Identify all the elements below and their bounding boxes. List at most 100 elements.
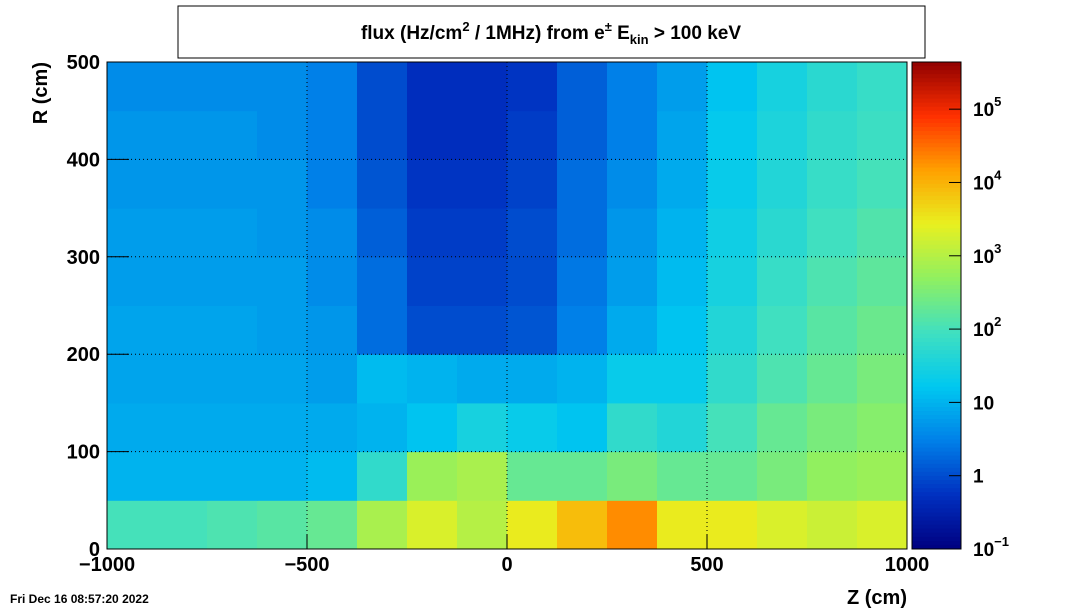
color-bar-step — [912, 78, 961, 83]
color-bar-step — [912, 106, 961, 112]
heatmap-cell — [157, 305, 208, 355]
heatmap-cell — [507, 402, 558, 453]
heatmap-cell — [657, 256, 708, 306]
heatmap-cell — [607, 354, 658, 404]
heatmap-cell — [757, 402, 808, 453]
heatmap-cell — [457, 159, 508, 209]
z-tick-exponent: 3 — [994, 241, 1001, 256]
heatmap-cell — [407, 110, 458, 160]
color-bar-step — [912, 236, 961, 242]
color-bar-step — [912, 500, 961, 505]
heatmap-cell — [457, 256, 508, 306]
heatmap-cell — [307, 208, 358, 258]
heatmap-cell — [457, 354, 508, 404]
color-bar-step — [912, 62, 961, 67]
color-bar-step — [912, 492, 961, 497]
heatmap-cell — [857, 256, 908, 306]
heatmap-cell — [257, 208, 308, 258]
heatmap-cell — [457, 110, 508, 160]
heatmap-cell — [257, 305, 308, 355]
color-bar-step — [912, 423, 961, 428]
heatmap-cell — [807, 500, 858, 550]
heatmap-cell — [507, 110, 558, 160]
color-bar-step — [912, 305, 961, 311]
heatmap-cell — [607, 110, 658, 160]
heatmap-cell — [407, 208, 458, 258]
color-bar-step — [912, 232, 961, 238]
heatmap-cell — [807, 305, 858, 355]
z-tick-exponent: 4 — [994, 167, 1002, 182]
color-bar-step — [912, 171, 961, 177]
heatmap-cell — [407, 159, 458, 209]
heatmap-cell — [557, 354, 608, 404]
heatmap-cell — [157, 62, 208, 112]
heatmap-cell — [207, 208, 258, 258]
heatmap-cell — [857, 110, 908, 160]
heatmap-cell — [507, 305, 558, 355]
z-tick-exponent: 5 — [994, 94, 1001, 109]
heatmap-cell — [707, 110, 758, 160]
heatmap-cell — [357, 451, 408, 501]
heatmap-cell — [507, 256, 558, 306]
heatmap-cell — [307, 402, 358, 453]
heatmap-cell — [257, 110, 308, 160]
color-bar-step — [912, 285, 961, 290]
color-bar-step — [912, 187, 961, 193]
color-bar-step — [912, 431, 961, 436]
color-bar-step — [912, 163, 961, 169]
heatmap-cell — [857, 159, 908, 209]
heatmap-cell — [157, 451, 208, 501]
heatmap-cell — [107, 159, 158, 209]
heatmap-cell — [607, 62, 658, 112]
heatmap-cell — [407, 354, 458, 404]
heatmap-cell — [607, 305, 658, 355]
heatmap-cell — [657, 500, 708, 550]
heatmap-cell — [757, 354, 808, 404]
color-bar-step — [912, 248, 961, 254]
title-part: kin — [630, 32, 649, 47]
color-bar-step — [912, 70, 961, 75]
color-bar-step — [912, 167, 961, 173]
color-bar-step — [912, 82, 961, 87]
color-bar-step — [912, 370, 961, 375]
z-tick-label: 103 — [973, 241, 1001, 268]
heatmap-cell — [857, 500, 908, 550]
color-bar-step — [912, 512, 961, 518]
heatmap-cell — [657, 208, 708, 258]
z-tick-exponent: −1 — [994, 534, 1009, 549]
color-bar-step — [912, 520, 961, 526]
heatmap-cell — [307, 451, 358, 501]
heatmap-cell — [257, 451, 308, 501]
heatmap-cell — [407, 402, 458, 453]
color-bar-step — [912, 277, 961, 282]
color-bar-step — [912, 130, 961, 136]
color-bar-step — [912, 244, 961, 250]
heatmap-cell — [757, 305, 808, 355]
heatmap-cell — [307, 159, 358, 209]
title-part: > 100 keV — [649, 23, 742, 44]
heatmap-cell — [457, 62, 508, 112]
color-bar-step — [912, 204, 961, 209]
heatmap-cell — [207, 354, 258, 404]
color-bar-step — [912, 402, 961, 408]
color-bar-step — [912, 358, 961, 363]
y-axis-title: R (cm) — [30, 62, 52, 124]
color-bar-step — [912, 333, 961, 339]
heatmap-cell — [157, 110, 208, 160]
heatmap-cell — [507, 451, 558, 501]
heatmap-cell — [857, 305, 908, 355]
color-bar-step — [912, 313, 961, 319]
color-bar-step — [912, 147, 961, 152]
heatmap-cell — [707, 159, 758, 209]
color-bar-step — [912, 378, 961, 384]
heatmap-cell — [407, 62, 458, 112]
heatmap-cell — [107, 402, 158, 453]
color-bar-step — [912, 484, 961, 489]
heatmap-cell — [757, 159, 808, 209]
heatmap-cell — [407, 256, 458, 306]
y-tick-label: 0 — [89, 539, 100, 561]
plot-frame — [106, 61, 908, 550]
z-tick-label: 102 — [973, 314, 1001, 341]
heatmap-cell — [107, 62, 158, 112]
title-part: 2 — [462, 19, 469, 34]
